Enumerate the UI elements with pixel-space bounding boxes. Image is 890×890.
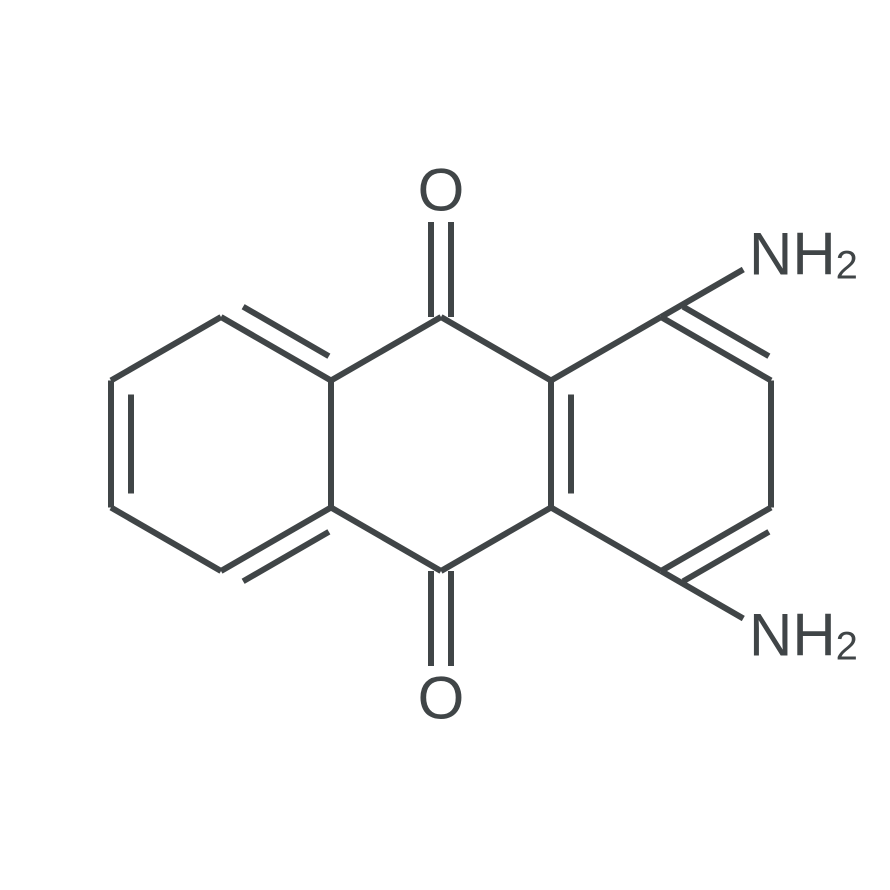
bond-line	[551, 317, 661, 381]
bond-line	[331, 317, 441, 381]
bond-line	[661, 571, 743, 619]
bond-line	[243, 532, 329, 582]
bond-line	[551, 508, 661, 572]
bond-line	[111, 317, 221, 381]
bond-line	[243, 307, 329, 357]
atom-label-o2: O	[418, 665, 465, 732]
molecule-diagram: O O NH2 NH2	[0, 0, 890, 890]
bond-line	[683, 307, 769, 357]
atom-label-o1: O	[418, 157, 465, 224]
bond-line	[441, 317, 551, 381]
bond-line	[111, 508, 221, 572]
bond-line	[441, 508, 551, 572]
atom-label-n2: NH2	[749, 601, 858, 669]
atom-label-n1: NH2	[749, 220, 858, 288]
bond-line	[331, 508, 441, 572]
bond-line	[661, 269, 743, 317]
bond-line	[683, 532, 769, 582]
